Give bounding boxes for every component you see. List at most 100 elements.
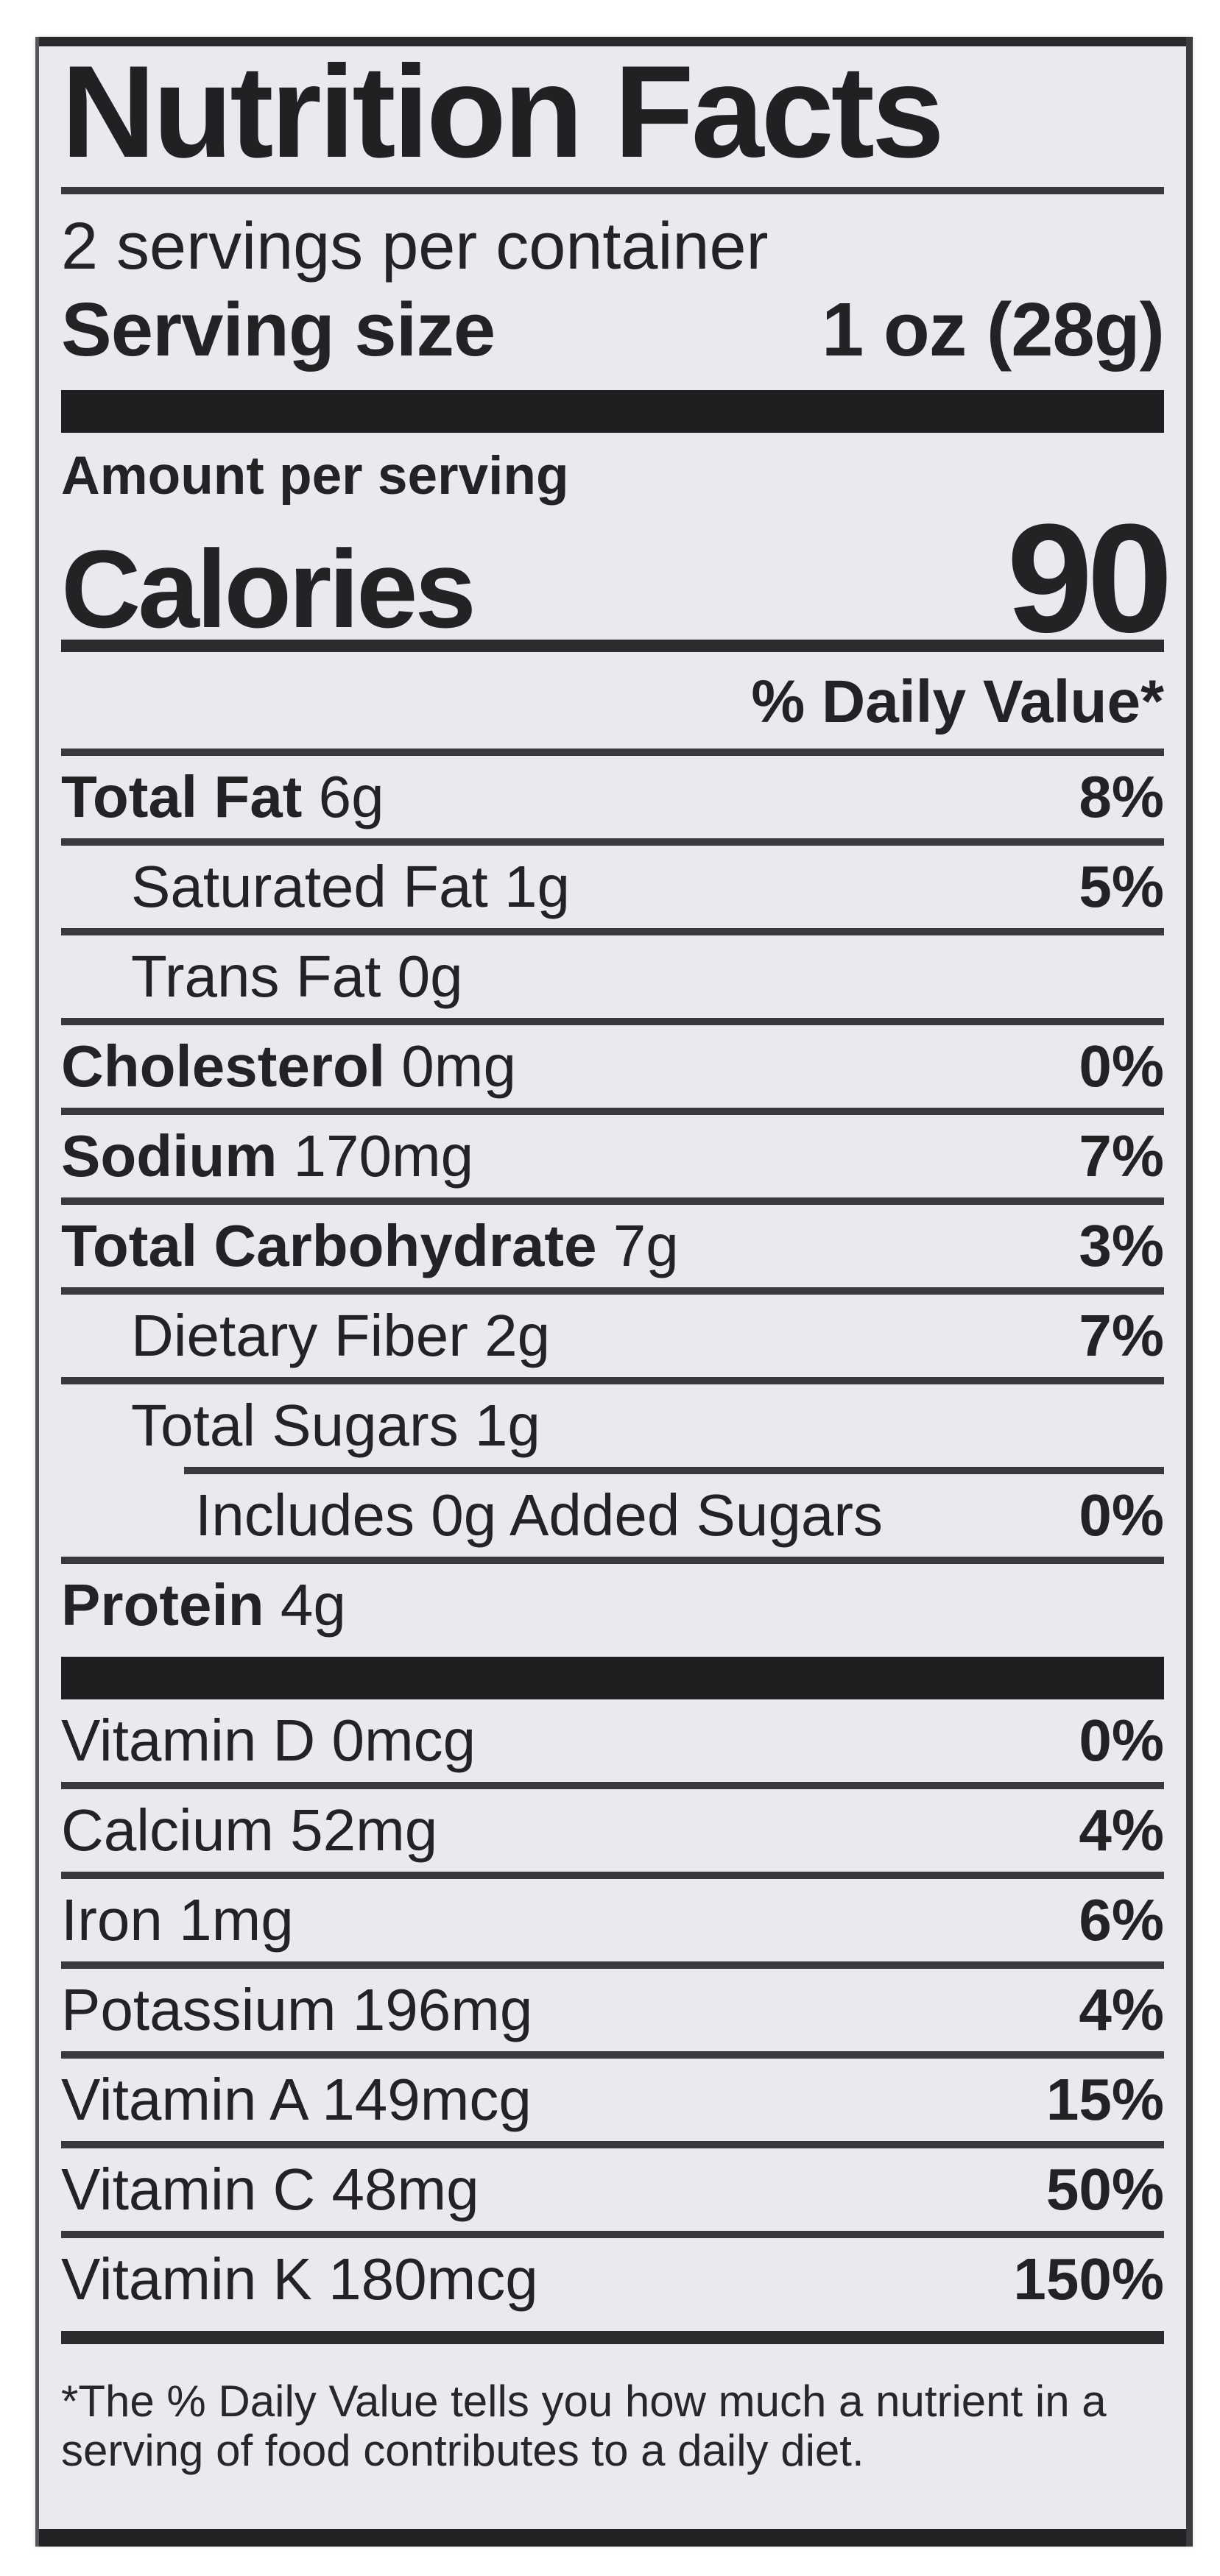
vitamin-row-amount: 48mg <box>315 2156 479 2223</box>
calories-label: Calories <box>61 527 476 651</box>
nutrition-facts-label: Nutrition Facts 2 servings per container… <box>35 37 1193 2547</box>
calories-row: Calories 90 <box>61 501 1173 656</box>
vitamin-section: Vitamin D 0mcg 0% Calcium 52mg 4% Iron 1mg 6%… <box>61 1699 1164 2345</box>
nutrient-row-name: Total Carbohydrate <box>61 1213 597 1279</box>
thick-separator-middle <box>61 1657 1164 1700</box>
nutrient-row-name: Total Sugars <box>131 1393 459 1459</box>
vitamin-row-name: Vitamin C <box>61 2156 316 2223</box>
row-divider <box>61 2231 1164 2239</box>
label-content: Nutrition Facts 2 servings per container… <box>39 43 1186 2475</box>
vitamin-row-name: Iron <box>61 1887 163 1953</box>
row-divider <box>61 2051 1164 2059</box>
calories-value: 90 <box>1006 492 1173 665</box>
vitamin-row-amount: 149mcg <box>306 2067 532 2133</box>
servings-per-container: 2 servings per container <box>61 210 769 284</box>
row-divider <box>61 2141 1164 2149</box>
row-divider <box>61 1782 1164 1790</box>
row-divider <box>61 1961 1164 1970</box>
vitamin-row: Calcium 52mg 4% <box>61 1789 1164 1872</box>
vitamin-row-name: Vitamin A <box>61 2067 306 2133</box>
nutrient-row-percent: 0% <box>1079 1482 1164 1549</box>
nutrient-row-amount: 1g <box>487 854 570 920</box>
vitamin-row-percent: 4% <box>1079 1797 1164 1864</box>
row-divider <box>61 2331 1164 2345</box>
thick-separator-top <box>61 390 1164 434</box>
nutrient-row: Trans Fat 0g <box>61 935 1164 1018</box>
nutrient-row-amount: 6g <box>302 764 384 830</box>
nutrient-row: Cholesterol 0mg 0% <box>61 1025 1164 1108</box>
vitamin-row-percent: 6% <box>1079 1887 1164 1953</box>
footnote: *The % Daily Value tells you how much a … <box>61 2377 1164 2475</box>
nutrient-row: Sodium 170mg 7% <box>61 1115 1164 1197</box>
row-divider <box>61 1557 1164 1565</box>
nutrient-row: Saturated Fat 1g 5% <box>61 846 1164 928</box>
vitamin-row-percent: 50% <box>1046 2156 1164 2223</box>
vitamin-row-percent: 15% <box>1046 2067 1164 2133</box>
vitamin-row: Vitamin D 0mcg 0% <box>61 1699 1164 1782</box>
label-top-border <box>39 37 1186 46</box>
vitamin-row: Vitamin C 48mg 50% <box>61 2148 1164 2231</box>
row-divider <box>61 838 1164 846</box>
calories-divider <box>61 640 1164 653</box>
nutrient-row-name: Sodium <box>61 1123 278 1189</box>
nutrient-row-percent: 5% <box>1079 854 1164 920</box>
vitamin-row-amount: 180mcg <box>311 2246 538 2313</box>
vitamin-row-name: Vitamin D <box>61 1708 316 1774</box>
nutrient-row-percent: 7% <box>1079 1303 1164 1369</box>
nutrient-row-name: Includes 0g Added Sugars <box>195 1482 884 1549</box>
serving-size-label: Serving size <box>61 287 496 372</box>
footnote-line-1: *The % Daily Value tells you how much a … <box>61 2377 1107 2427</box>
row-divider <box>61 1287 1164 1295</box>
nutrient-row: Includes 0g Added Sugars 0% <box>61 1474 1164 1557</box>
nutrient-row-amount: 7g <box>596 1213 679 1279</box>
row-divider <box>184 1467 1164 1475</box>
label-bottom-border <box>39 2529 1186 2547</box>
vitamin-row-name: Vitamin K <box>61 2246 312 2313</box>
vitamin-row-amount: 196mg <box>336 1977 533 2043</box>
nutrient-row-amount: 0g <box>381 944 463 1010</box>
nutrient-row-percent: 0% <box>1079 1033 1164 1100</box>
row-divider <box>61 1872 1164 1880</box>
nutrient-row-percent: 7% <box>1079 1123 1164 1189</box>
nutrient-row-name: Saturated Fat <box>131 854 488 920</box>
nutrient-row-amount: 1g <box>458 1393 540 1459</box>
vitamin-row-percent: 0% <box>1079 1708 1164 1774</box>
vitamin-row-percent: 4% <box>1079 1977 1164 2043</box>
vitamin-row-name: Calcium <box>61 1797 274 1864</box>
vitamin-row-amount: 52mg <box>273 1797 438 1864</box>
nutrient-row-amount: 170mg <box>277 1123 474 1189</box>
nutrient-row: Dietary Fiber 2g 7% <box>61 1295 1164 1377</box>
vitamin-row: Vitamin K 180mcg 150% <box>61 2238 1164 2321</box>
vitamin-row: Vitamin A 149mcg 15% <box>61 2059 1164 2141</box>
daily-value-header: % Daily Value* <box>751 668 1164 736</box>
nutrient-row-percent: 8% <box>1079 764 1164 830</box>
serving-size-row: Serving size 1 oz (28g) <box>61 280 1165 375</box>
vitamin-row-name: Potassium <box>61 1977 336 2043</box>
row-divider <box>61 928 1164 936</box>
label-title: Nutrition Facts <box>61 38 945 185</box>
vitamin-row-amount: 1mg <box>162 1887 294 1953</box>
nutrient-row-amount: 2g <box>468 1303 551 1369</box>
title-divider <box>61 187 1164 195</box>
nutrient-row-name: Total Fat <box>61 764 303 830</box>
footnote-line-2: serving of food contributes to a daily d… <box>61 2426 864 2476</box>
nutrient-row-percent: 3% <box>1079 1213 1164 1279</box>
daily-value-divider <box>61 749 1164 757</box>
nutrient-row-amount: 0mg <box>385 1033 516 1100</box>
serving-size-value: 1 oz (28g) <box>821 287 1165 372</box>
vitamin-row: Potassium 196mg 4% <box>61 1969 1164 2051</box>
row-divider <box>61 1018 1164 1026</box>
nutrient-row: Total Carbohydrate 7g 3% <box>61 1205 1164 1287</box>
nutrient-row-name: Cholesterol <box>61 1033 386 1100</box>
nutrient-row: Total Sugars 1g <box>61 1384 1164 1467</box>
vitamin-row: Iron 1mg 6% <box>61 1879 1164 1961</box>
nutrient-row: Total Fat 6g 8% <box>61 756 1164 838</box>
vitamin-row-amount: 0mcg <box>315 1708 476 1774</box>
vitamin-row-percent: 150% <box>1013 2246 1164 2313</box>
row-divider <box>61 1108 1164 1116</box>
row-divider <box>61 1197 1164 1206</box>
row-divider <box>61 1377 1164 1385</box>
nutrient-row-amount: 4g <box>264 1572 346 1638</box>
nutrient-row-name: Dietary Fiber <box>131 1303 468 1369</box>
